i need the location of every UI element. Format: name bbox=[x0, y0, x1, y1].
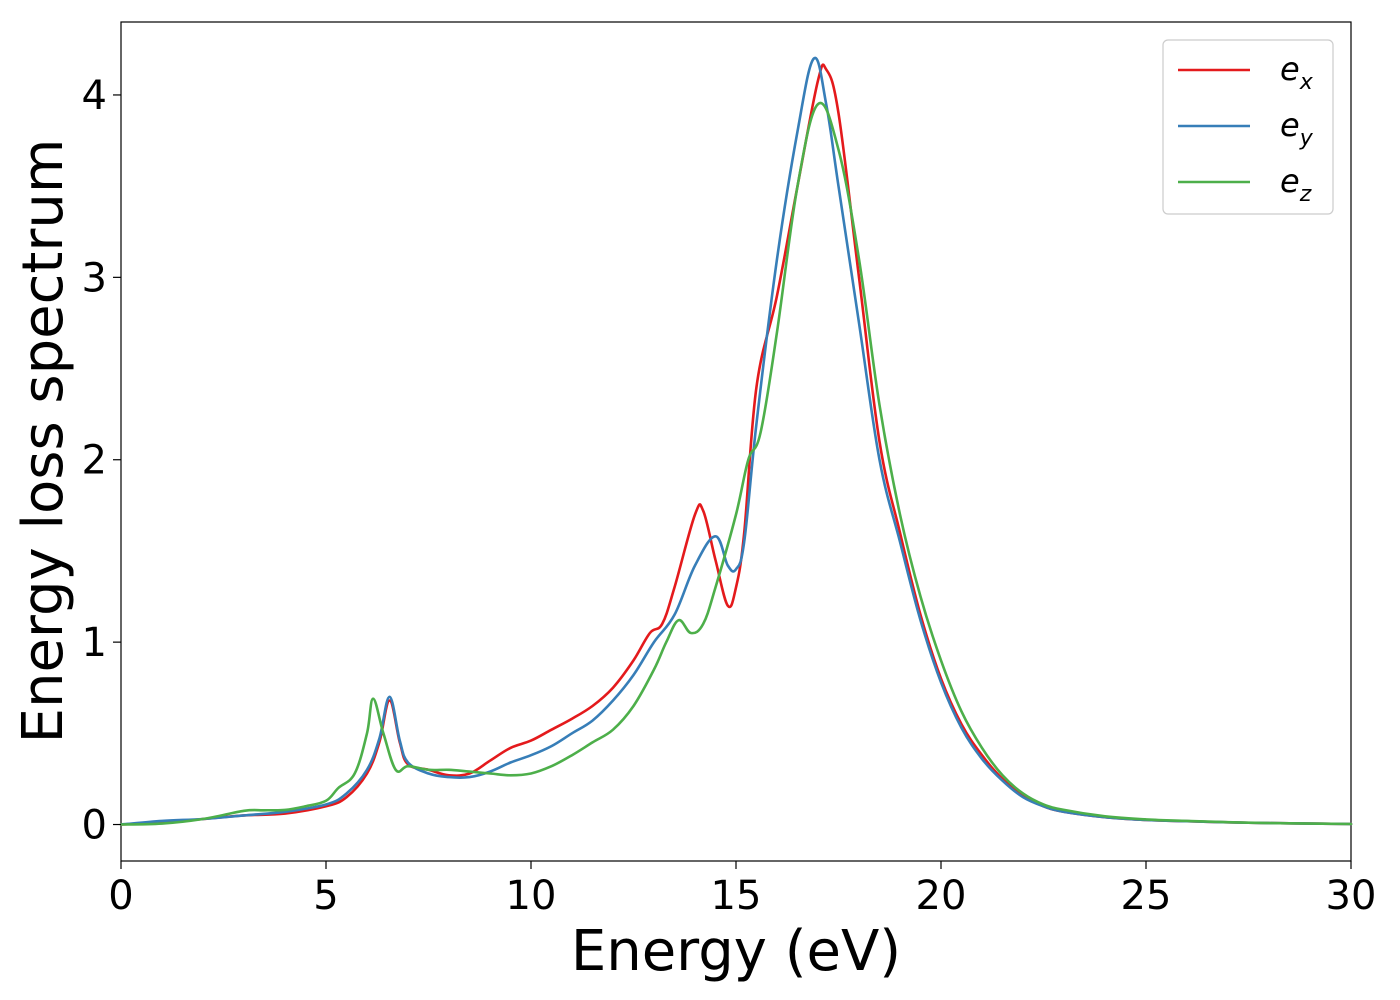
x-tick-label: 10 bbox=[506, 873, 557, 919]
y-tick-label: 2 bbox=[82, 438, 107, 484]
y-tick-label: 4 bbox=[82, 73, 107, 119]
plot-area bbox=[119, 21, 1353, 862]
x-tick-label: 0 bbox=[108, 873, 133, 919]
y-tick-label: 1 bbox=[82, 620, 107, 666]
y-tick-label: 3 bbox=[82, 255, 107, 301]
series-layer bbox=[119, 56, 1353, 826]
x-axis-label: Energy (eV) bbox=[571, 919, 901, 984]
axes-frame bbox=[120, 21, 1352, 862]
y-axis-label: Energy loss spectrum bbox=[11, 139, 76, 744]
y-tick-label: 0 bbox=[82, 803, 107, 849]
y-axis-ticks: 0 1 2 3 4 bbox=[82, 73, 121, 849]
series-line-z bbox=[119, 101, 1353, 826]
x-tick-label: 25 bbox=[1121, 873, 1172, 919]
x-tick-label: 20 bbox=[916, 873, 967, 919]
x-axis-ticks: 0 5 10 15 20 25 30 bbox=[108, 861, 1376, 919]
series-line-y bbox=[119, 56, 1353, 826]
x-tick-label: 15 bbox=[711, 873, 762, 919]
x-tick-label: 30 bbox=[1326, 873, 1377, 919]
x-tick-label: 5 bbox=[313, 873, 338, 919]
